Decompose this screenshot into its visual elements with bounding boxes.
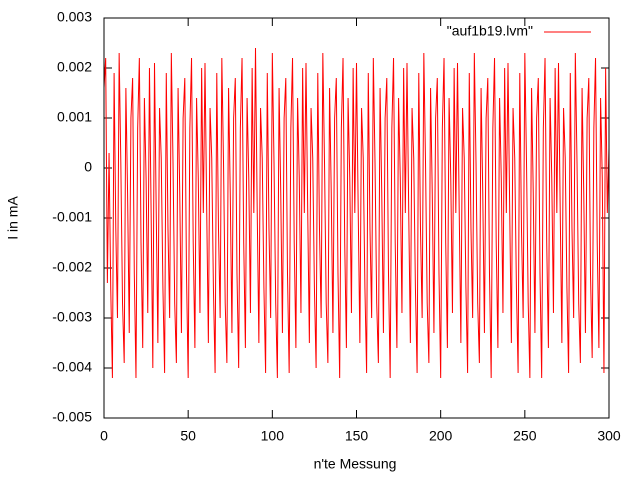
y-tick-label: 0.002	[57, 59, 92, 75]
x-tick-label: 200	[429, 428, 453, 444]
x-tick-label: 150	[345, 428, 369, 444]
x-axis-label: n'te Messung	[314, 456, 397, 472]
data-line	[103, 47, 610, 379]
y-tick-label: 0	[84, 159, 92, 175]
y-tick-label: 0.001	[57, 109, 92, 125]
x-tick-label: 100	[261, 428, 285, 444]
x-tick-label: 50	[180, 428, 196, 444]
y-axis-label: I in mA	[5, 196, 21, 240]
legend-label: "auf1b19.lvm"	[447, 23, 533, 39]
y-tick-label: -0.001	[52, 209, 92, 225]
plot-border	[103, 17, 610, 419]
y-tick-label: 0.003	[57, 9, 92, 25]
y-tick-label: -0.003	[52, 309, 92, 325]
x-tick-label: 300	[597, 428, 621, 444]
y-tick-label: -0.002	[52, 259, 92, 275]
y-tick-label: -0.005	[52, 409, 92, 425]
y-tick-label: -0.004	[52, 359, 92, 375]
x-tick-label: 250	[513, 428, 537, 444]
x-tick-label: 0	[100, 428, 108, 444]
